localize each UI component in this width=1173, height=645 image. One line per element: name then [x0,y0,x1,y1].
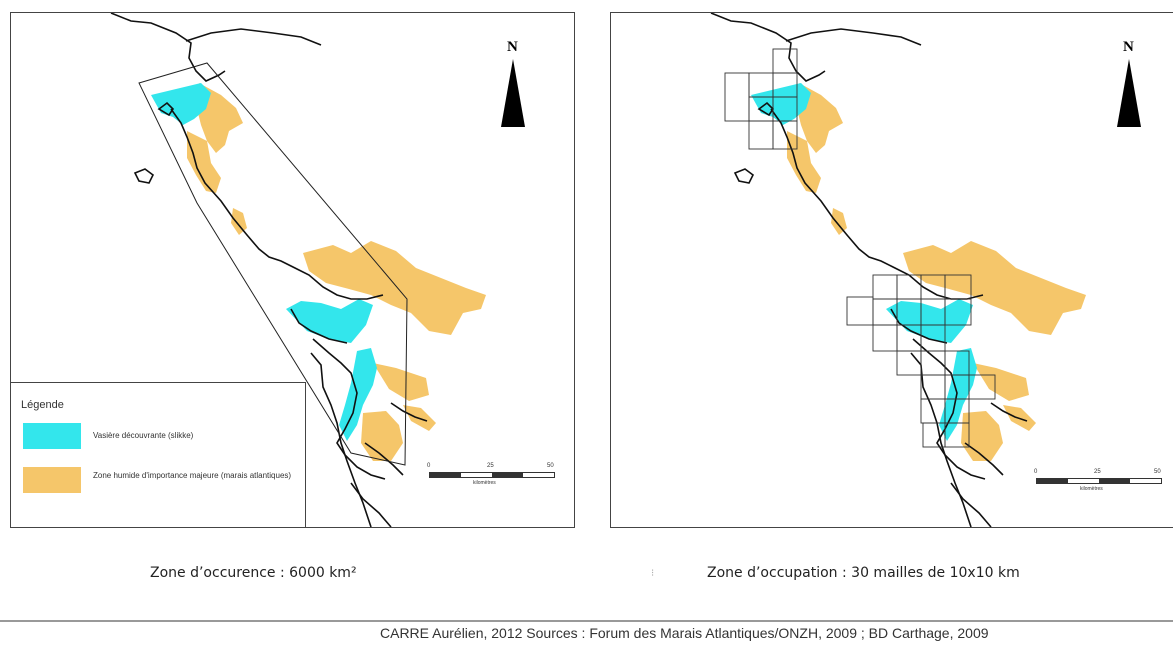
scale-unit: kilomètres [1080,486,1103,492]
scale-tick: 50 [547,463,554,469]
wetland-areas [187,83,486,461]
source-note: CARRE Aurélien, 2012 Sources : Forum des… [380,625,989,641]
occupation-caption: Zone d’occupation : 30 mailles de 10x10 … [707,565,1020,581]
scale-tick: 25 [487,463,494,469]
scale-tick: 0 [1034,469,1038,475]
mudflat-areas [751,83,977,441]
north-label: N [507,39,518,55]
north-label: N [1123,39,1134,55]
occurrence-map-drawing [110,13,525,527]
legend-label-wetland: Zone humide d'importance majeure (marais… [93,471,292,480]
grid-cells [724,48,996,448]
stray-mark: ⁝ [651,568,655,579]
north-arrow-icon [501,59,525,127]
occupation-map: N 0 25 50 kilomètres [610,12,1173,528]
scale-bar: 0 25 50 kilomètres [1034,469,1164,499]
north-arrow-icon [1117,59,1141,127]
scale-tick: 50 [1154,469,1161,475]
coastline [110,13,428,527]
legend-swatch-mudflat [23,423,81,449]
occupation-map-drawing [710,13,1141,527]
scale-bar-graphic [429,472,555,478]
divider [0,620,1173,622]
legend-swatch-wetland [23,467,81,493]
occurrence-polygon [138,62,408,466]
occurrence-map: N 0 25 50 kilomètres Légende Vasière déc… [10,12,575,528]
mudflat-areas [151,83,377,441]
wetland-areas [787,83,1086,461]
scale-tick: 25 [1094,469,1101,475]
scale-bar: 0 25 50 kilomètres [427,463,557,493]
scale-tick: 0 [427,463,431,469]
legend-label-mudflat: Vasière découvrante (slikke) [93,431,194,440]
scale-bar-graphic [1036,478,1162,484]
occurrence-caption: Zone d’occurence : 6000 km² [150,565,357,581]
legend-title: Légende [21,399,64,411]
map-legend: Légende Vasière découvrante (slikke) Zon… [11,382,306,527]
scale-unit: kilomètres [473,480,496,486]
